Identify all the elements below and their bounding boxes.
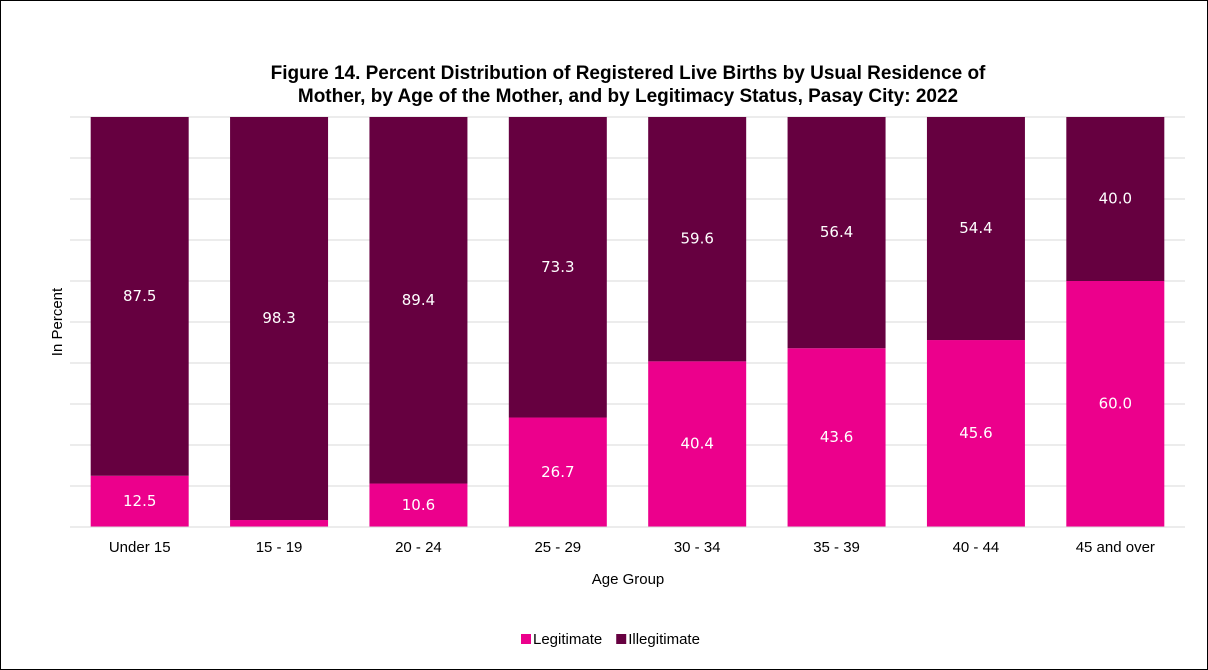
legend-swatch [521,634,531,644]
data-label: 40.4 [680,435,713,453]
data-label: 73.3 [541,258,574,276]
bar-segment [90,117,189,476]
bar-segment [230,520,329,527]
bar-segment [648,361,747,527]
bar-segment [787,117,886,349]
data-label: 43.6 [820,428,853,446]
data-label: 87.5 [123,287,156,305]
data-label: 54.4 [959,219,992,237]
bar-segment [926,340,1025,527]
bar-segment [369,483,468,527]
x-tick-label: 15 - 19 [256,539,303,556]
bar-segment [1066,281,1165,527]
legend-label: Illegitimate [628,631,700,648]
data-label: 26.7 [541,463,574,481]
bar-segment [508,117,607,418]
bar-segment [926,117,1025,341]
bar-segment [1066,117,1165,281]
data-label: 60.0 [1099,395,1132,413]
x-tick-label: 40 - 44 [953,539,1000,556]
x-tick-label: 30 - 34 [674,539,721,556]
x-tick-label: 20 - 24 [395,539,442,556]
bar-segment [648,117,747,362]
data-label: 12.5 [123,492,156,510]
legend-swatch [616,634,627,644]
data-label: 98.3 [262,309,295,327]
bar-segment [787,348,886,527]
bar-segment [230,117,329,521]
x-tick-label: 25 - 29 [534,539,581,556]
y-axis-label: In Percent [49,287,66,356]
x-tick-label: Under 15 [109,539,171,556]
x-tick-label: 45 and over [1076,539,1155,556]
bar-segment [90,475,189,527]
data-label: 89.4 [402,291,435,309]
data-label: 45.6 [959,424,992,442]
bar-segment [508,417,607,527]
chart-title: Figure 14. Percent Distribution of Regis… [271,63,986,84]
x-tick-label: 35 - 39 [813,539,860,556]
x-axis-label: Age Group [592,571,665,588]
data-label: 40.0 [1099,190,1132,208]
chart-title: Mother, by Age of the Mother, and by Leg… [298,86,958,107]
legend-label: Legitimate [533,631,602,648]
data-label: 56.4 [820,223,853,241]
data-label: 59.6 [680,230,713,248]
data-label: 10.6 [402,496,435,514]
bar-segment [369,117,468,484]
